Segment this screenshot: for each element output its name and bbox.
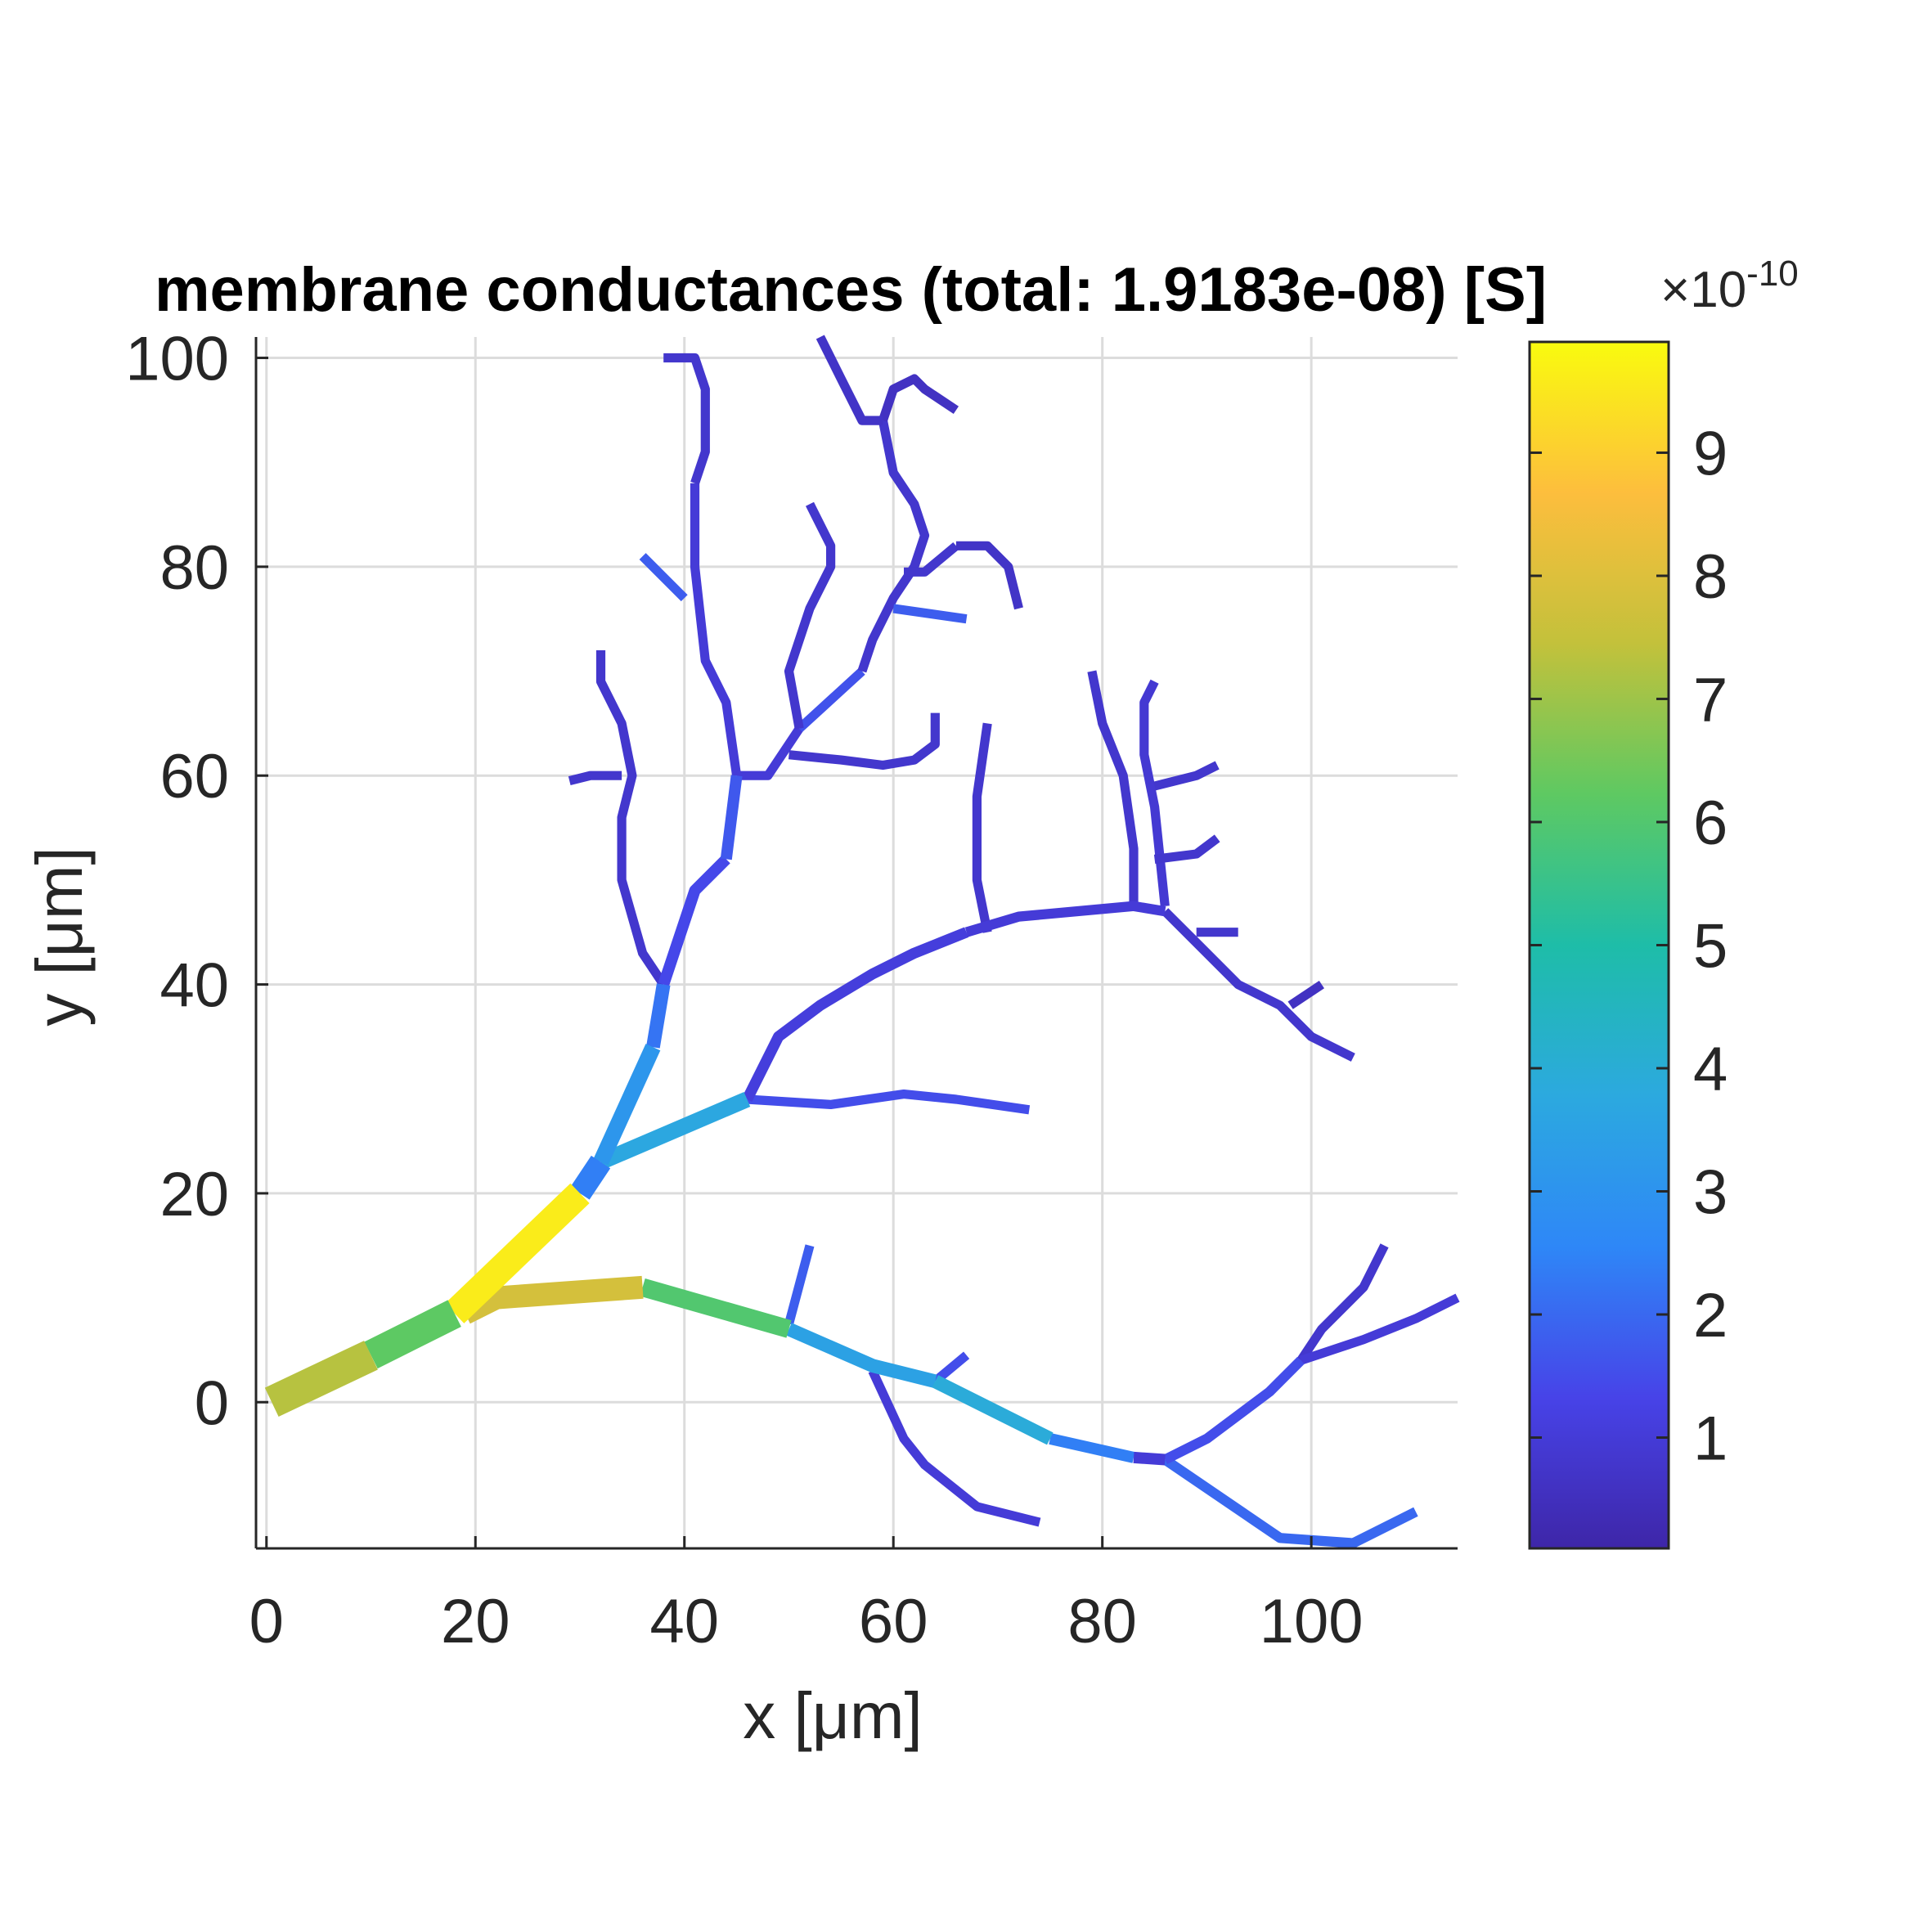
dendrite-segment (786, 1323, 937, 1388)
plot-area: 0 20 40 60 80 100 0 20 40 60 80 100 (125, 325, 1460, 1656)
dendrite-segment (720, 775, 743, 860)
dendrite-segment (1299, 1293, 1460, 1365)
colorbar-multiplier: ×10-10 (1660, 254, 1799, 318)
y-tick-label: 60 (160, 742, 229, 811)
dendrite-segment (784, 501, 836, 730)
dendrite-segment (690, 483, 742, 776)
colorbar: 1 2 3 4 5 6 7 8 9 ×10-10 (1528, 254, 1799, 1550)
dendrite-segment (784, 1244, 815, 1325)
dendrite-segment (857, 420, 930, 673)
y-tick-label: 80 (160, 533, 229, 603)
dendrite-segment (868, 1368, 1041, 1527)
dendrite-segment (570, 1155, 611, 1200)
dendrite-segment (663, 353, 710, 485)
x-tick-label: 60 (859, 1587, 928, 1656)
dendrite-segment (796, 667, 865, 732)
colorbar-tick-label: 1 (1693, 1404, 1728, 1474)
dendrite-segment (878, 374, 959, 422)
dendrite-segment (742, 927, 969, 1102)
dendrite-segment (593, 1044, 661, 1166)
colorbar-tick-label: 3 (1693, 1158, 1728, 1228)
y-tick-label: 100 (125, 325, 229, 394)
dendrite-segment (955, 541, 1023, 610)
colorbar-tick-label: 4 (1693, 1035, 1728, 1104)
colorbar-tick-label: 5 (1693, 912, 1728, 982)
dendrite-segment (747, 1089, 1031, 1115)
colorbar-tick-label: 6 (1693, 789, 1728, 858)
dendrite-segment (1296, 1243, 1389, 1364)
dendrite-segments (264, 335, 1460, 1548)
dendrite-segment (904, 541, 959, 577)
x-tick-label: 20 (441, 1587, 510, 1656)
axis-ticks: 0 20 40 60 80 100 0 20 40 60 80 100 (125, 325, 1363, 1656)
dendrite-segment (815, 335, 883, 425)
dendrite-segment (264, 1341, 378, 1418)
dendrite-segment (1287, 980, 1325, 1009)
dendrite-segment (595, 650, 667, 987)
colorbar-tick-label: 8 (1693, 542, 1728, 612)
dendrite-segment (736, 726, 803, 780)
colorbar-tick-label: 7 (1693, 665, 1728, 735)
x-tick-label: 40 (649, 1587, 719, 1656)
x-tick-label: 100 (1260, 1587, 1364, 1656)
dendrite-segment (1049, 1433, 1135, 1463)
dendrite-segment (1161, 908, 1355, 1062)
y-axis-label: y [μm] (23, 847, 96, 1026)
axes-background (256, 337, 1458, 1548)
dendrite-segment (640, 1278, 792, 1338)
dendrite-segment (1153, 834, 1220, 864)
y-tick-label: 0 (195, 1368, 229, 1438)
y-tick-label: 40 (160, 951, 229, 1021)
dendrite-segment (364, 1300, 461, 1369)
axes-lines (254, 337, 1458, 1550)
dendrite-segment (597, 1091, 751, 1170)
chart-title: membrane conductances (total: 1.9183e-08… (155, 255, 1547, 325)
dendrite-segment (1139, 679, 1170, 907)
dendrite-segment (1162, 1356, 1305, 1464)
grid (256, 337, 1458, 1548)
colorbar-multiplier-exponent: -10 (1746, 254, 1799, 294)
x-tick-label: 80 (1067, 1587, 1137, 1656)
dendrite-segment (646, 983, 671, 1049)
colorbar-tick-label: 9 (1693, 419, 1728, 488)
dendrite-segment (892, 604, 968, 624)
dendrite-segment (1087, 670, 1139, 906)
colorbar-gradient (1528, 340, 1670, 1550)
colorbar-ticks: 1 2 3 4 5 6 7 8 9 (1530, 419, 1728, 1474)
dendrite-segment (788, 712, 940, 771)
colorbar-tick-label: 2 (1693, 1281, 1728, 1350)
dendrite-segment (1133, 1451, 1166, 1466)
dendrite-segment (1161, 1455, 1418, 1548)
dendrite-segment (932, 1375, 1054, 1445)
dendrite-segment (568, 771, 622, 786)
x-axis-label: x [μm] (743, 1679, 922, 1752)
dendrite-segment (1153, 761, 1220, 791)
dendrite-segment (658, 855, 730, 986)
colorbar-multiplier-base: ×10 (1660, 262, 1746, 318)
y-tick-label: 20 (160, 1160, 229, 1229)
x-tick-label: 0 (249, 1587, 284, 1656)
dendrite-segment (639, 553, 688, 602)
dendrite-segment (972, 722, 992, 933)
dendrite-segment (964, 901, 1166, 937)
dendrite-segment (445, 1183, 590, 1323)
